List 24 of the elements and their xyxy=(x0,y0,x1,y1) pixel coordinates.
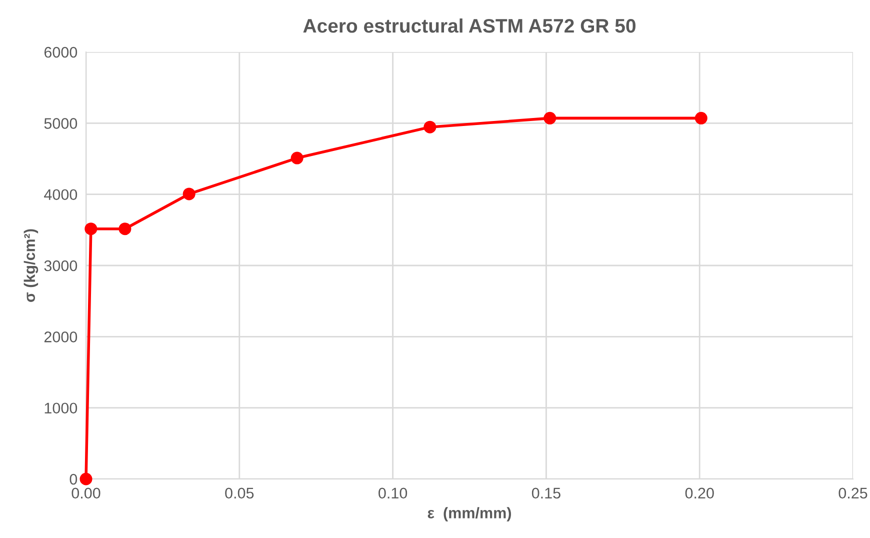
point xyxy=(544,112,556,124)
point xyxy=(182,188,196,200)
point xyxy=(290,152,304,164)
point xyxy=(424,120,436,134)
x-tick-label: 0.20 xyxy=(685,488,714,499)
x-tick-label: 0.00 xyxy=(72,488,100,499)
y-tick-label: 1000 xyxy=(44,402,78,414)
x-tick-label: 0.10 xyxy=(378,488,408,499)
y-tick-label: 3000 xyxy=(44,260,78,272)
point xyxy=(84,222,98,236)
x-tick-label: 0.25 xyxy=(838,488,868,499)
y-tick-label: 5000 xyxy=(44,118,78,129)
y-tick-label: 0 xyxy=(70,474,78,485)
y-tick-label: 6000 xyxy=(44,46,78,58)
x-tick-label: 0.15 xyxy=(532,488,560,499)
y-tick-label: 4000 xyxy=(44,189,78,200)
point xyxy=(694,112,708,124)
x-axis-title: ε (mm/mm) xyxy=(428,507,511,522)
y-axis-title: σ (kg/cm²) xyxy=(24,229,38,302)
point xyxy=(80,472,92,486)
x-tick-label: 0.05 xyxy=(225,488,254,499)
y-tick-label: 2000 xyxy=(44,332,78,342)
chart-title: Acero estructural ASTM A572 GR 50 xyxy=(303,18,636,33)
point xyxy=(118,222,132,236)
